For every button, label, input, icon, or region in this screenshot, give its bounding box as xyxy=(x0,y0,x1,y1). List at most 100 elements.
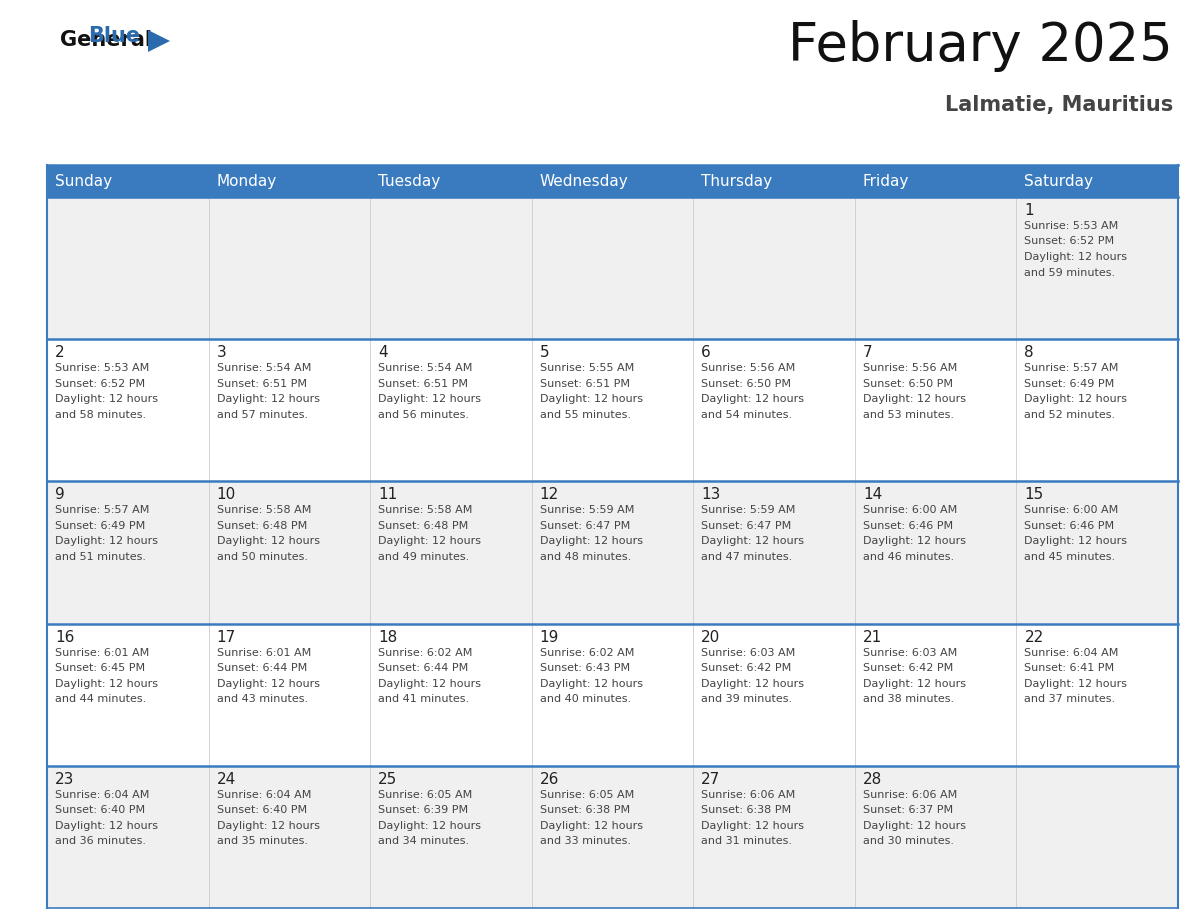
FancyBboxPatch shape xyxy=(371,197,532,339)
Text: Sunrise: 6:04 AM: Sunrise: 6:04 AM xyxy=(1024,647,1119,657)
Text: Sunset: 6:44 PM: Sunset: 6:44 PM xyxy=(378,663,468,673)
Text: Daylight: 12 hours: Daylight: 12 hours xyxy=(1024,394,1127,404)
FancyBboxPatch shape xyxy=(694,165,855,197)
FancyBboxPatch shape xyxy=(1017,339,1178,481)
FancyBboxPatch shape xyxy=(532,481,694,623)
Text: Sunset: 6:48 PM: Sunset: 6:48 PM xyxy=(216,521,307,531)
Text: 18: 18 xyxy=(378,630,398,644)
FancyBboxPatch shape xyxy=(1017,766,1178,908)
FancyBboxPatch shape xyxy=(694,481,855,623)
Text: Lalmatie, Mauritius: Lalmatie, Mauritius xyxy=(944,95,1173,115)
Text: Sunset: 6:41 PM: Sunset: 6:41 PM xyxy=(1024,663,1114,673)
Text: Sunrise: 5:55 AM: Sunrise: 5:55 AM xyxy=(539,364,634,374)
FancyBboxPatch shape xyxy=(1017,481,1178,623)
Text: Sunrise: 6:01 AM: Sunrise: 6:01 AM xyxy=(55,647,150,657)
Text: Daylight: 12 hours: Daylight: 12 hours xyxy=(1024,678,1127,688)
Text: and 43 minutes.: and 43 minutes. xyxy=(216,694,308,704)
Text: and 57 minutes.: and 57 minutes. xyxy=(216,409,308,420)
Text: 23: 23 xyxy=(55,772,75,787)
Text: and 59 minutes.: and 59 minutes. xyxy=(1024,267,1116,277)
Text: Daylight: 12 hours: Daylight: 12 hours xyxy=(862,536,966,546)
Text: and 54 minutes.: and 54 minutes. xyxy=(701,409,792,420)
Text: 9: 9 xyxy=(55,487,65,502)
Text: Sunset: 6:50 PM: Sunset: 6:50 PM xyxy=(862,379,953,388)
Text: Sunrise: 6:02 AM: Sunrise: 6:02 AM xyxy=(378,647,473,657)
Text: 28: 28 xyxy=(862,772,883,787)
FancyBboxPatch shape xyxy=(532,623,694,766)
Text: Sunrise: 6:05 AM: Sunrise: 6:05 AM xyxy=(378,789,473,800)
Text: and 52 minutes.: and 52 minutes. xyxy=(1024,409,1116,420)
Text: and 45 minutes.: and 45 minutes. xyxy=(1024,552,1116,562)
Text: and 50 minutes.: and 50 minutes. xyxy=(216,552,308,562)
Text: Saturday: Saturday xyxy=(1024,174,1093,189)
Text: Blue: Blue xyxy=(88,26,140,46)
FancyBboxPatch shape xyxy=(209,165,371,197)
Text: Sunset: 6:48 PM: Sunset: 6:48 PM xyxy=(378,521,468,531)
Text: 13: 13 xyxy=(701,487,721,502)
Text: Daylight: 12 hours: Daylight: 12 hours xyxy=(378,536,481,546)
Text: Daylight: 12 hours: Daylight: 12 hours xyxy=(539,821,643,831)
FancyBboxPatch shape xyxy=(371,481,532,623)
Text: Sunrise: 6:05 AM: Sunrise: 6:05 AM xyxy=(539,789,634,800)
Text: Thursday: Thursday xyxy=(701,174,772,189)
Text: and 56 minutes.: and 56 minutes. xyxy=(378,409,469,420)
FancyBboxPatch shape xyxy=(48,766,209,908)
Text: Sunset: 6:42 PM: Sunset: 6:42 PM xyxy=(862,663,953,673)
Text: Sunrise: 5:57 AM: Sunrise: 5:57 AM xyxy=(55,506,150,515)
Text: Sunrise: 6:06 AM: Sunrise: 6:06 AM xyxy=(862,789,958,800)
FancyBboxPatch shape xyxy=(694,623,855,766)
Text: Sunset: 6:37 PM: Sunset: 6:37 PM xyxy=(862,805,953,815)
Text: Sunday: Sunday xyxy=(55,174,112,189)
Text: Sunset: 6:42 PM: Sunset: 6:42 PM xyxy=(701,663,791,673)
FancyBboxPatch shape xyxy=(855,197,1017,339)
Text: Sunrise: 6:00 AM: Sunrise: 6:00 AM xyxy=(1024,506,1119,515)
Text: 3: 3 xyxy=(216,345,227,360)
Text: Sunrise: 5:58 AM: Sunrise: 5:58 AM xyxy=(216,506,311,515)
FancyBboxPatch shape xyxy=(1017,165,1178,197)
Text: 27: 27 xyxy=(701,772,721,787)
Text: and 46 minutes.: and 46 minutes. xyxy=(862,552,954,562)
Text: 4: 4 xyxy=(378,345,387,360)
Text: Daylight: 12 hours: Daylight: 12 hours xyxy=(55,536,158,546)
Text: 11: 11 xyxy=(378,487,398,502)
Text: 10: 10 xyxy=(216,487,236,502)
Text: Sunset: 6:47 PM: Sunset: 6:47 PM xyxy=(701,521,791,531)
FancyBboxPatch shape xyxy=(694,766,855,908)
Text: Sunset: 6:51 PM: Sunset: 6:51 PM xyxy=(216,379,307,388)
Text: and 51 minutes.: and 51 minutes. xyxy=(55,552,146,562)
Text: 1: 1 xyxy=(1024,203,1034,218)
FancyBboxPatch shape xyxy=(1017,623,1178,766)
Text: and 48 minutes.: and 48 minutes. xyxy=(539,552,631,562)
Text: Daylight: 12 hours: Daylight: 12 hours xyxy=(55,678,158,688)
Text: Daylight: 12 hours: Daylight: 12 hours xyxy=(862,821,966,831)
FancyBboxPatch shape xyxy=(48,481,209,623)
Text: Sunrise: 5:53 AM: Sunrise: 5:53 AM xyxy=(1024,221,1119,231)
Text: 8: 8 xyxy=(1024,345,1034,360)
Text: 14: 14 xyxy=(862,487,883,502)
Text: Friday: Friday xyxy=(862,174,909,189)
FancyBboxPatch shape xyxy=(209,481,371,623)
Text: General: General xyxy=(61,30,152,50)
Text: 6: 6 xyxy=(701,345,712,360)
Text: Sunrise: 6:01 AM: Sunrise: 6:01 AM xyxy=(216,647,311,657)
Text: Sunrise: 6:00 AM: Sunrise: 6:00 AM xyxy=(862,506,958,515)
Text: and 55 minutes.: and 55 minutes. xyxy=(539,409,631,420)
Text: Daylight: 12 hours: Daylight: 12 hours xyxy=(1024,252,1127,262)
Text: Sunrise: 6:03 AM: Sunrise: 6:03 AM xyxy=(862,647,958,657)
Text: and 39 minutes.: and 39 minutes. xyxy=(701,694,792,704)
Text: Daylight: 12 hours: Daylight: 12 hours xyxy=(378,821,481,831)
Text: Daylight: 12 hours: Daylight: 12 hours xyxy=(862,678,966,688)
Text: 19: 19 xyxy=(539,630,560,644)
Text: Sunset: 6:44 PM: Sunset: 6:44 PM xyxy=(216,663,307,673)
FancyBboxPatch shape xyxy=(1017,197,1178,339)
Text: Daylight: 12 hours: Daylight: 12 hours xyxy=(378,678,481,688)
FancyBboxPatch shape xyxy=(48,339,209,481)
Text: Sunrise: 5:54 AM: Sunrise: 5:54 AM xyxy=(378,364,473,374)
Text: Daylight: 12 hours: Daylight: 12 hours xyxy=(55,394,158,404)
Text: Daylight: 12 hours: Daylight: 12 hours xyxy=(701,536,804,546)
Text: and 35 minutes.: and 35 minutes. xyxy=(216,836,308,846)
Text: Daylight: 12 hours: Daylight: 12 hours xyxy=(216,678,320,688)
Text: Daylight: 12 hours: Daylight: 12 hours xyxy=(539,394,643,404)
FancyBboxPatch shape xyxy=(855,165,1017,197)
Text: 24: 24 xyxy=(216,772,236,787)
